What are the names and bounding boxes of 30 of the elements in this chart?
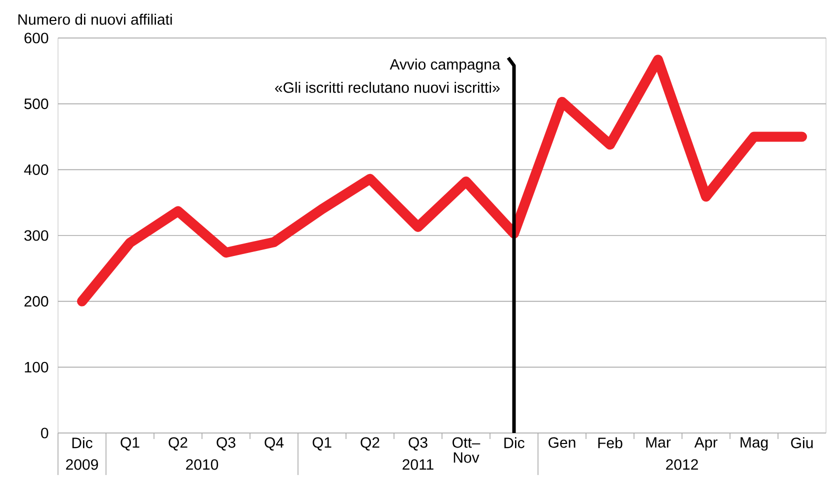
- x-tick-label: Q3: [408, 437, 428, 450]
- x-tick-label: Mag: [740, 437, 768, 451]
- annotation: «Gli iscritti reclutano nuovi iscritti»: [275, 82, 500, 93]
- x-tick-label: Dic: [504, 437, 524, 448]
- x-tick-label: Ott–Nov: [452, 437, 480, 463]
- x-tick-label: Q3: [216, 437, 236, 450]
- x-tick-label: Q2: [360, 437, 380, 450]
- y-tick-label: 0: [41, 428, 48, 438]
- x-tick-label: Feb: [598, 437, 622, 448]
- x-tick-label: Q1: [312, 437, 332, 450]
- text: 2012: [666, 459, 698, 470]
- text: 2009: [66, 459, 98, 470]
- text: 2010: [186, 459, 218, 470]
- x-tick-label: Q1: [120, 437, 140, 450]
- y-tick-label: 100: [24, 362, 48, 372]
- x-tick-label: Mar: [646, 437, 671, 448]
- text: 2011: [402, 459, 434, 470]
- x-tick-label: Dic: [72, 437, 92, 448]
- y-tick-label: 400: [24, 164, 48, 175]
- x-tick-label: Q2: [168, 437, 188, 450]
- y-tick-label: 200: [24, 296, 48, 307]
- x-tick-label: Giu: [791, 437, 813, 448]
- y-axis-title: Numero di nuovi affiliati: [18, 14, 172, 25]
- x-tick-label: Apr: [694, 437, 718, 451]
- annotation: Avvio campagna: [390, 58, 500, 73]
- x-tick-label: Gen: [548, 437, 576, 448]
- y-tick-label: 300: [24, 230, 48, 241]
- y-tick-label: 600: [24, 32, 48, 44]
- x-tick-label: Q4: [264, 437, 284, 450]
- y-tick-label: 500: [24, 98, 48, 110]
